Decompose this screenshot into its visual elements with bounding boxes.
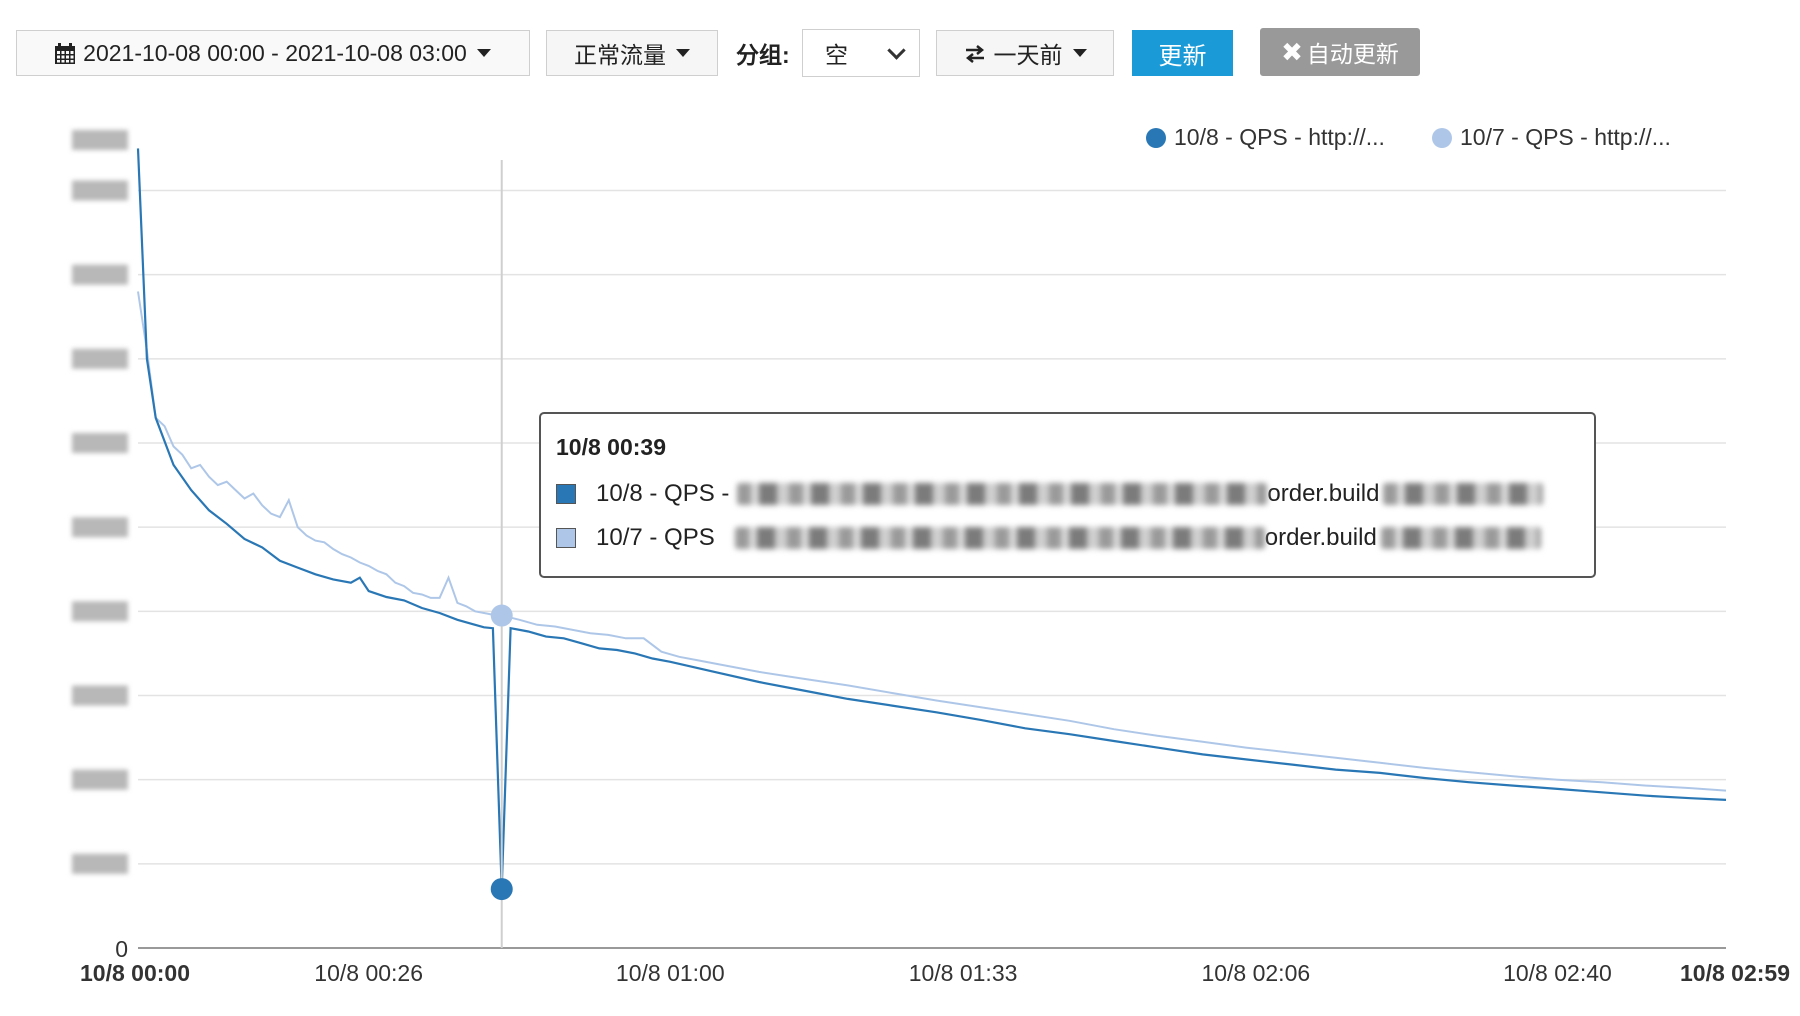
close-icon: ✖: [1281, 36, 1303, 67]
x-tick-label: 10/8 02:06: [1201, 960, 1310, 986]
series-line-10-7: [137, 291, 1727, 792]
x-tick-label: 10/8 00:26: [314, 960, 423, 986]
y-tick-label-redacted: [72, 180, 128, 201]
redacted-value: [1383, 483, 1544, 505]
tooltip-series-suffix: order.build: [1267, 480, 1380, 507]
y-tick-label-redacted: [72, 264, 128, 285]
y-tick-label-redacted: [72, 433, 128, 453]
legend-dot-icon: [1432, 127, 1452, 148]
compare-dropdown[interactable]: 一天前: [936, 30, 1114, 76]
group-select[interactable]: 空: [802, 29, 920, 77]
group-label: 分组:: [736, 42, 790, 68]
update-button[interactable]: 更新: [1132, 30, 1233, 76]
redacted-url: [734, 527, 1265, 549]
tooltip-swatch: [556, 484, 576, 504]
redacted-url: [737, 483, 1268, 505]
x-tick-label: 10/8 01:00: [616, 960, 725, 986]
auto-update-label: 自动更新: [1306, 41, 1399, 67]
x-tick-label: 10/8 02:40: [1503, 960, 1612, 986]
y-tick-label-redacted: [72, 769, 128, 790]
swap-icon: [964, 43, 986, 63]
date-range-picker[interactable]: 2021-10-08 00:00 - 2021-10-08 03:00: [16, 30, 530, 76]
compare-text: 一天前: [993, 42, 1063, 68]
legend-dot-icon: [1146, 127, 1166, 148]
y-tick-label: 0: [115, 936, 128, 962]
caret-down-icon: [476, 49, 491, 57]
auto-update-button[interactable]: ✖ 自动更新: [1260, 28, 1420, 76]
legend-label: 10/7 - QPS - http://...: [1460, 124, 1671, 150]
x-tick-label: 10/8 01:33: [909, 960, 1018, 986]
x-axis: 10/8 00:00 10/8 00:26 10/8 01:00 10/8 01:33…: [80, 960, 1790, 986]
tooltip-row-series-2: 10/7 - QPS order.build: [556, 524, 1541, 552]
caret-down-icon: [676, 49, 690, 57]
caret-down-icon: [1072, 49, 1087, 57]
date-range-text: 2021-10-08 00:00 - 2021-10-08 03:00: [83, 39, 467, 66]
y-axis-labels: 0: [72, 130, 128, 962]
traffic-type-dropdown[interactable]: 正常流量: [546, 30, 718, 76]
series-line-10-8: [136, 148, 1727, 890]
tooltip-row-series-1: 10/8 - QPS - order.build: [556, 480, 1544, 508]
y-tick-label-redacted: [72, 853, 128, 874]
tooltip-title: 10/8 00:39: [556, 434, 666, 460]
x-tick-label: 10/8 02:59: [1680, 960, 1790, 986]
tooltip-swatch: [556, 528, 576, 548]
group-select-value: 空: [825, 42, 848, 68]
redacted-value: [1380, 527, 1541, 549]
toolbar: 2021-10-08 00:00 - 2021-10-08 03:00 正常流量…: [0, 0, 1800, 90]
legend-item-series-1[interactable]: 10/8 - QPS - http://...: [1146, 124, 1385, 151]
traffic-type-text: 正常流量: [574, 42, 666, 68]
hover-point-10-7: [490, 604, 513, 627]
series-lines: [136, 148, 1727, 890]
y-tick-label-redacted: [72, 130, 128, 150]
tooltip-series-label: 10/8 - QPS -: [596, 480, 730, 507]
chart-tooltip: 10/8 00:39 10/8 - QPS - order.build 10/7…: [539, 412, 1596, 578]
y-tick-label-redacted: [72, 517, 128, 538]
y-tick-label-redacted: [72, 348, 128, 369]
tooltip-series-suffix: order.build: [1264, 524, 1377, 551]
y-tick-label-redacted: [72, 685, 128, 706]
x-tick-label: 10/8 00:00: [80, 960, 190, 986]
y-tick-label-redacted: [72, 601, 128, 622]
legend-label: 10/8 - QPS - http://...: [1174, 124, 1385, 150]
hover-markers: [490, 160, 513, 948]
legend-item-series-2[interactable]: 10/7 - QPS - http://...: [1432, 124, 1671, 151]
tooltip-series-label: 10/7 - QPS: [596, 524, 715, 551]
calendar-icon: [55, 42, 76, 64]
hover-point-10-8: [490, 878, 513, 901]
